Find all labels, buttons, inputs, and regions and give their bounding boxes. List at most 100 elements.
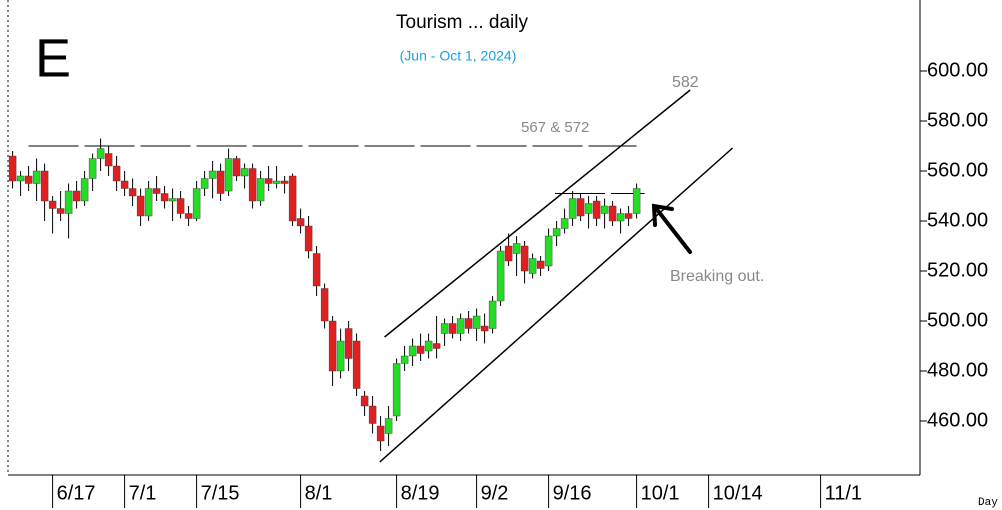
annotation: 567 & 572: [521, 119, 589, 136]
candle-body: [296, 218, 305, 227]
chart-subtitle: (Jun - Oct 1, 2024): [400, 48, 517, 64]
candle-body: [320, 288, 329, 322]
candle-body: [96, 148, 105, 159]
candle-body: [328, 320, 337, 372]
candle-body: [128, 188, 137, 197]
candle-body: [232, 158, 241, 177]
candle-body: [24, 175, 33, 184]
candle-body: [64, 190, 73, 214]
candle-body: [168, 198, 177, 202]
y-tick-label: 580.00: [927, 109, 988, 131]
candle-body: [520, 245, 529, 272]
y-tick-label: 480.00: [927, 359, 988, 381]
candle-body: [592, 200, 601, 219]
candle-body: [600, 205, 609, 214]
x-tick-label: 8/19: [401, 482, 440, 504]
y-tick-label: 540.00: [927, 209, 988, 231]
candle-body: [216, 170, 225, 194]
candle-body: [184, 213, 193, 219]
x-tick-label: 9/2: [481, 482, 509, 504]
candle-body: [312, 253, 321, 287]
chart-title: Tourism ... daily: [396, 12, 528, 33]
candle-body: [496, 250, 505, 302]
candle-body: [368, 405, 377, 424]
candle-body: [464, 318, 473, 329]
candle-body: [416, 345, 425, 354]
candle-body: [48, 200, 57, 209]
x-tick-label: 10/14: [713, 482, 763, 504]
candle-body: [288, 175, 297, 222]
candle-body: [136, 195, 145, 217]
annotation: 582: [672, 74, 699, 91]
candle-body: [480, 325, 489, 332]
candle-body: [360, 395, 369, 407]
y-tick-label: 600.00: [927, 59, 988, 81]
candle-body: [192, 188, 201, 219]
candle-body: [8, 155, 17, 182]
candle-body: [104, 153, 113, 167]
x-tick-label: 10/1: [641, 482, 680, 504]
candle-body: [200, 178, 209, 189]
candle-body: [344, 328, 353, 359]
x-tick-label: 11/1: [825, 482, 862, 504]
candle-body: [528, 258, 537, 274]
candle-body: [488, 300, 497, 329]
x-tick-label: 7/15: [201, 482, 240, 504]
x-axis-label: Day: [978, 497, 998, 509]
candle-body: [240, 168, 249, 177]
candle-body: [632, 188, 641, 214]
candle-body: [88, 158, 97, 179]
y-tick-label: 520.00: [927, 259, 988, 281]
candle-body: [32, 170, 41, 184]
y-tick-label: 560.00: [927, 159, 988, 181]
candle-body: [544, 235, 553, 267]
candle-body: [272, 180, 281, 184]
x-tick-label: 9/16: [553, 482, 592, 504]
candle-body: [448, 323, 457, 334]
candle-body: [176, 198, 185, 214]
candle-body: [392, 363, 401, 417]
candle-body: [16, 175, 25, 182]
candle-body: [72, 190, 81, 202]
candle-body: [280, 180, 289, 184]
candle-body: [400, 355, 409, 364]
candle-body: [112, 165, 121, 182]
candle-body: [440, 323, 449, 334]
candle-body: [160, 193, 169, 202]
candle-body: [560, 218, 569, 229]
candle-body: [552, 228, 561, 237]
candle-body: [504, 245, 513, 262]
candle-body: [568, 198, 577, 219]
x-tick-label: 8/1: [305, 482, 333, 504]
candle-body: [432, 343, 441, 349]
candle-body: [304, 225, 313, 252]
candle-body: [608, 205, 617, 222]
candle-body: [616, 213, 625, 222]
y-tick-label: 500.00: [927, 309, 988, 331]
candle-body: [512, 243, 521, 254]
candle-body: [56, 208, 65, 214]
candle-body: [624, 213, 633, 219]
candle-body: [80, 178, 89, 202]
trend-line: [384, 89, 691, 338]
annotation: Breaking out.: [670, 268, 764, 285]
candle-body: [224, 158, 233, 192]
candle-body: [208, 170, 217, 179]
candle-body: [248, 168, 257, 202]
candle-body: [120, 180, 129, 189]
candle-body: [40, 170, 49, 202]
candle-body: [408, 345, 417, 357]
candle-body: [536, 260, 545, 269]
candle-body: [336, 340, 345, 372]
panel-letter: E: [35, 28, 71, 88]
candle-body: [144, 188, 153, 217]
candle-body: [256, 178, 265, 202]
y-tick-label: 460.00: [927, 409, 988, 431]
candle-body: [376, 425, 385, 442]
candle-body: [352, 340, 361, 389]
candle-body: [264, 178, 273, 184]
candle-body: [456, 318, 465, 334]
x-tick-label: 6/17: [57, 482, 96, 504]
trend-line: [379, 147, 734, 463]
